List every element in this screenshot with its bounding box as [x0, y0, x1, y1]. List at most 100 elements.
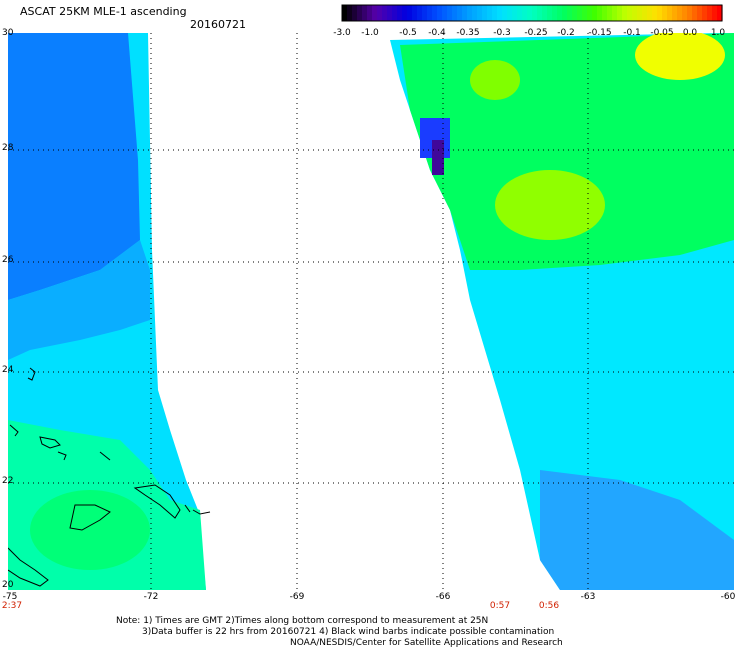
colorbar-swatch	[517, 5, 523, 21]
colorbar-label: -3.0	[333, 28, 351, 38]
colorbar-swatch	[427, 5, 433, 21]
colorbar-swatch	[627, 5, 633, 21]
note-line-3: NOAA/NESDIS/Center for Satellite Applica…	[290, 638, 563, 648]
colorbar-swatch	[507, 5, 513, 21]
colorbar-swatch	[382, 5, 388, 21]
colorbar-label: 1.0	[710, 28, 726, 38]
lon-label-75: -75	[2, 592, 18, 602]
colorbar-swatch	[587, 5, 593, 21]
lat-label-20: 20	[2, 580, 14, 590]
colorbar-swatch	[502, 5, 508, 21]
lon-label-66: -66	[435, 592, 451, 602]
lat-label-24: 24	[2, 365, 14, 375]
colorbar-label: -0.15	[588, 28, 612, 38]
colorbar-swatch	[352, 5, 358, 21]
colorbar-label: -0.1	[623, 28, 641, 38]
colorbar-swatch	[612, 5, 618, 21]
colorbar-label: -0.25	[524, 28, 548, 38]
colorbar-swatch	[672, 5, 678, 21]
colorbar-swatch	[592, 5, 598, 21]
edge-purple	[432, 140, 444, 175]
colorbar-swatch	[717, 5, 723, 21]
colorbar-swatch	[632, 5, 638, 21]
colorbar-swatch	[597, 5, 603, 21]
colorbar-label: 0.0	[682, 28, 698, 38]
graticule	[8, 33, 734, 590]
colorbar-swatch	[452, 5, 458, 21]
colorbar-swatch	[467, 5, 473, 21]
colorbar-swatch	[347, 5, 353, 21]
left-swath-dark	[8, 33, 140, 300]
colorbar-swatch	[447, 5, 453, 21]
lat-label-30: 30	[2, 28, 14, 38]
colorbar-border	[341, 4, 723, 22]
left-swath-mid	[8, 240, 150, 360]
colorbar-swatch	[392, 5, 398, 21]
right-top-yellow	[635, 33, 725, 80]
colorbar-swatch	[607, 5, 613, 21]
coastlines	[8, 367, 211, 587]
colorbar-swatch	[647, 5, 653, 21]
colorbar-swatch	[677, 5, 683, 21]
colorbar-swatch	[512, 5, 518, 21]
time-label-mid: 0:57	[489, 601, 511, 611]
colorbar-swatch	[522, 5, 528, 21]
colorbar-swatch	[437, 5, 443, 21]
colorbar-swatch	[357, 5, 363, 21]
colorbar-swatch	[582, 5, 588, 21]
colorbar-swatch	[662, 5, 668, 21]
lon-label-72: -72	[143, 592, 159, 602]
colorbar-swatch	[687, 5, 693, 21]
colorbar-swatch	[492, 5, 498, 21]
colorbar-swatch	[562, 5, 568, 21]
colorbar-swatch	[367, 5, 373, 21]
lon-label-63: -63	[580, 592, 596, 602]
left-green-patch	[30, 490, 150, 570]
colorbar-swatch	[472, 5, 478, 21]
colorbar-swatch	[432, 5, 438, 21]
colorbar-swatch	[537, 5, 543, 21]
colorbar-swatch	[377, 5, 383, 21]
colorbar-swatch	[372, 5, 378, 21]
colorbar-swatch	[387, 5, 393, 21]
colorbar-swatch	[642, 5, 648, 21]
colorbar-swatch	[527, 5, 533, 21]
lon-label-60: -60	[720, 592, 736, 602]
colorbar-swatch	[652, 5, 658, 21]
colorbar-label: -1.0	[361, 28, 379, 38]
colorbar-swatch	[412, 5, 418, 21]
colorbar-swatch	[362, 5, 368, 21]
colorbar-swatch	[602, 5, 608, 21]
colorbar-label: -0.35	[456, 28, 480, 38]
colorbar-swatch	[712, 5, 718, 21]
colorbar-swatch	[422, 5, 428, 21]
note-line-1: Note: 1) Times are GMT 2)Times along bot…	[116, 616, 489, 626]
note-line-2: 3)Data buffer is 22 hrs from 20160721 4)…	[142, 627, 555, 637]
colorbar-swatch	[547, 5, 553, 21]
lat-label-28: 28	[2, 143, 14, 153]
lat-label-22: 22	[2, 476, 14, 486]
colorbar-swatch	[482, 5, 488, 21]
colorbar-swatch	[557, 5, 563, 21]
colorbar-swatch	[462, 5, 468, 21]
colorbar-label: -0.5	[399, 28, 417, 38]
colorbar-swatch	[637, 5, 643, 21]
lat-label-26: 26	[2, 255, 14, 265]
colorbar-swatch	[397, 5, 403, 21]
colorbar-swatch	[417, 5, 423, 21]
colorbar-swatch	[572, 5, 578, 21]
colorbar-swatch	[457, 5, 463, 21]
colorbar-swatch	[542, 5, 548, 21]
colorbar-swatch	[622, 5, 628, 21]
colorbar-label: -0.4	[428, 28, 446, 38]
colorbar-swatch	[707, 5, 713, 21]
product-date: 20160721	[190, 18, 246, 31]
colorbar-swatch	[567, 5, 573, 21]
colorbar-swatch	[402, 5, 408, 21]
right-top-green	[470, 60, 520, 100]
colorbar-label: -0.3	[493, 28, 511, 38]
colorbar-swatch	[667, 5, 673, 21]
colorbar-swatch	[682, 5, 688, 21]
time-label-left: 2:37	[1, 601, 23, 611]
